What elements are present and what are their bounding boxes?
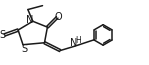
Text: S: S xyxy=(0,30,6,40)
Text: H: H xyxy=(75,36,81,45)
Text: O: O xyxy=(55,12,62,22)
Text: N: N xyxy=(70,38,77,48)
Text: N: N xyxy=(26,15,33,25)
Text: S: S xyxy=(21,44,28,54)
